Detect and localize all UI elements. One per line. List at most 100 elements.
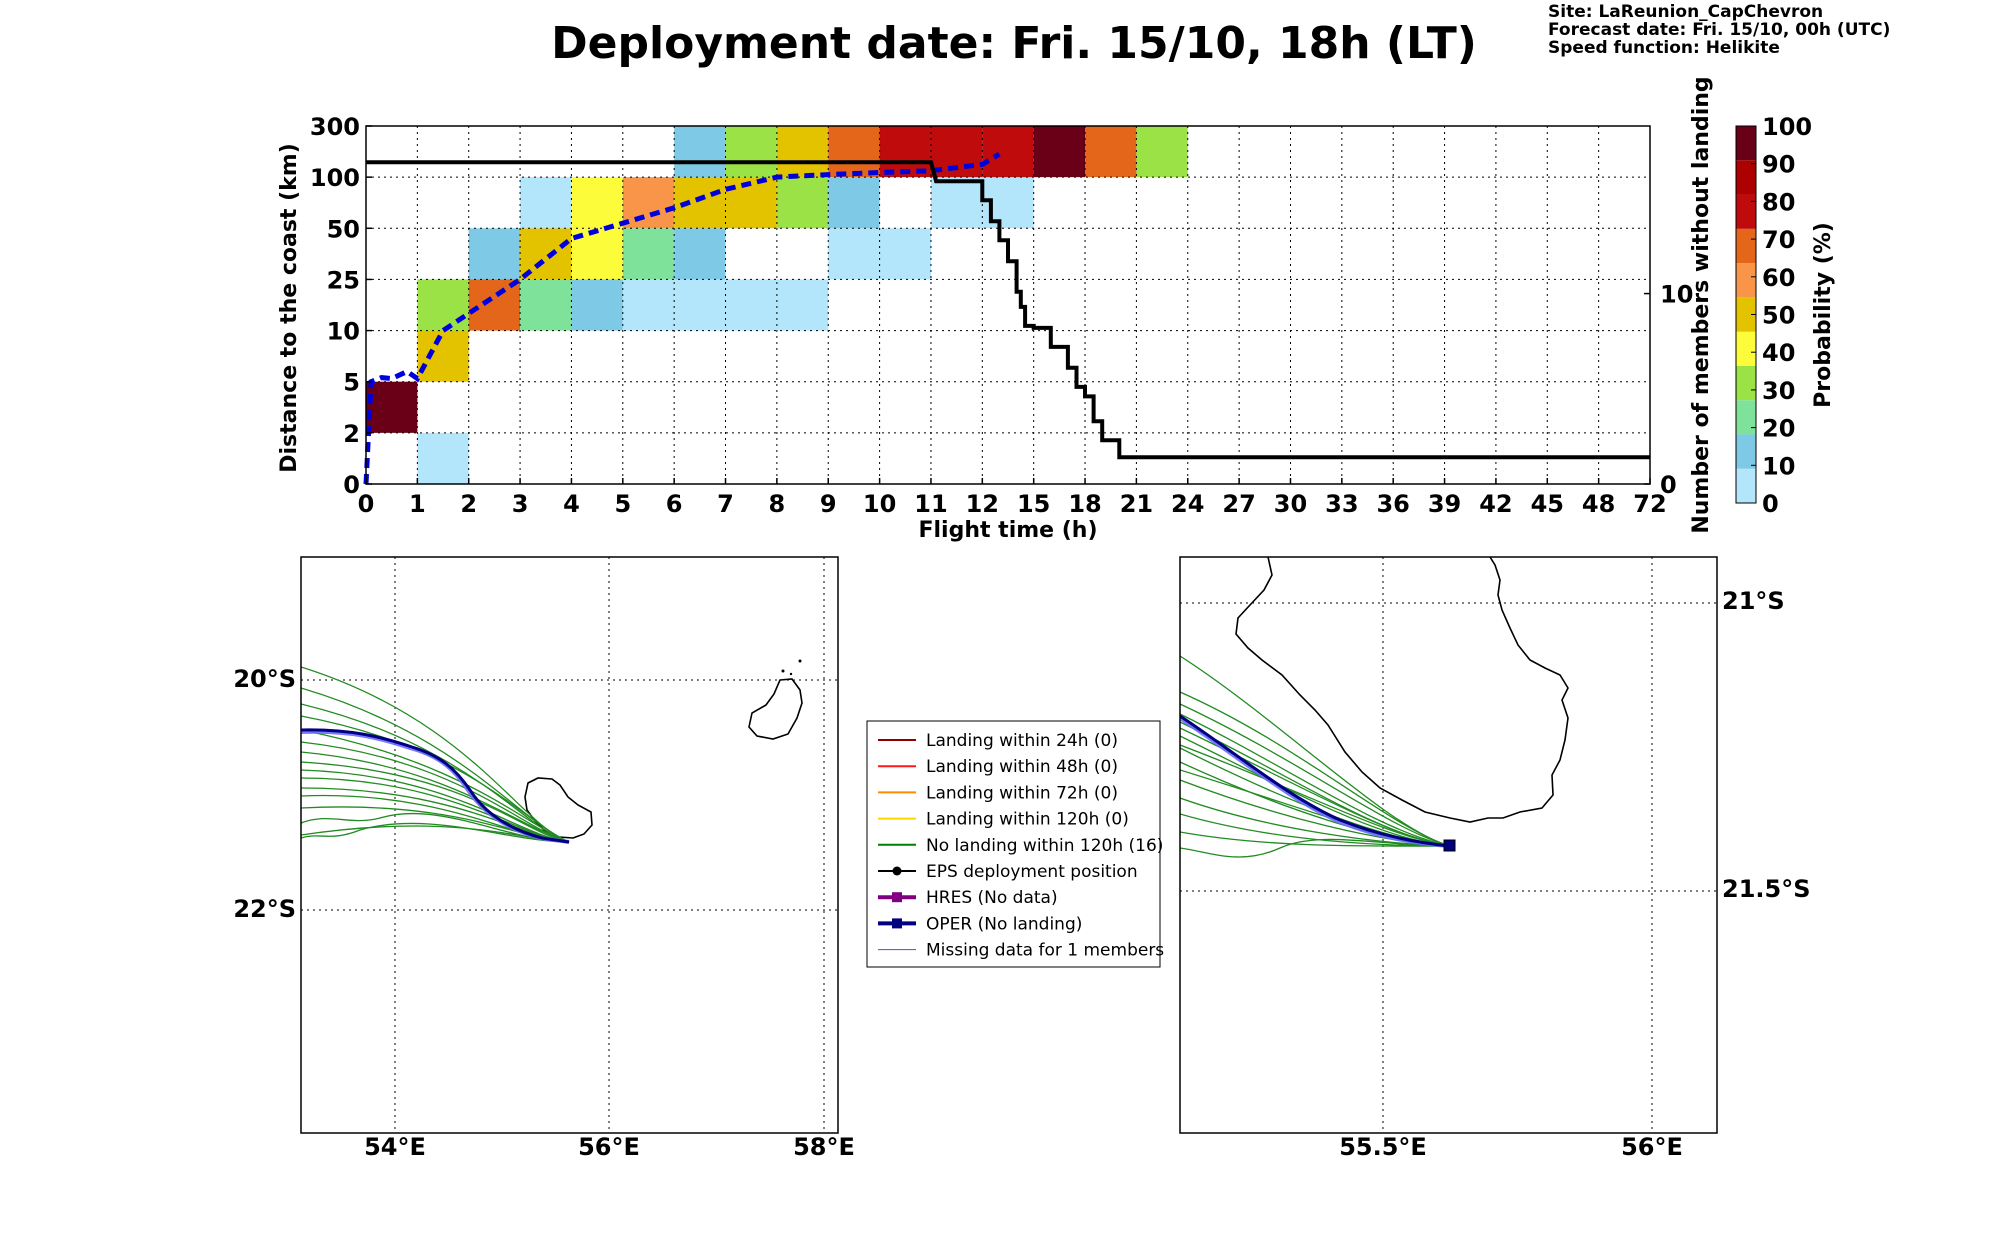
colorbar-tick-label: 50 — [1762, 302, 1795, 330]
zoom-member-trajectories — [1180, 655, 1451, 858]
heatmap-cell — [982, 126, 1034, 178]
trajectory-line — [1180, 703, 1451, 847]
site-info: Site: LaReunion_CapChevron — [1548, 2, 1823, 22]
zoom-oper-trajectory — [1180, 714, 1451, 848]
map-zoom: 55.5°E 56°E 21°S 21.5°S — [1179, 556, 1811, 1161]
map-lon-label: 54°E — [364, 1133, 426, 1161]
colorbar-tick-label: 90 — [1762, 151, 1795, 179]
colorbar-tick-label: 0 — [1762, 490, 1779, 518]
legend-label: Landing within 72h (0) — [926, 783, 1118, 803]
heatmap-y2-ticks: 0 10 — [1644, 281, 1693, 499]
colorbar-tick-label: 70 — [1762, 226, 1795, 254]
y-axis-label: Distance to the coast (km) — [277, 143, 302, 473]
x-tick-label: 2 — [460, 490, 477, 518]
colorbar-swatch — [1736, 468, 1756, 503]
heatmap-cell — [828, 177, 880, 229]
x-tick-label: 4 — [563, 490, 580, 518]
x-tick-label: 45 — [1531, 490, 1564, 518]
x-tick-label: 72 — [1633, 490, 1666, 518]
colorbar-tick-label: 10 — [1762, 452, 1795, 480]
colorbar-swatches — [1736, 126, 1756, 503]
y-tick-label: 50 — [327, 215, 360, 243]
legend-entry: EPS deployment position — [878, 862, 1138, 882]
heatmap-cell — [571, 279, 623, 331]
colorbar-swatch — [1736, 331, 1756, 366]
y2-tick-label: 0 — [1660, 471, 1677, 499]
heatmap-cells — [366, 126, 1188, 484]
trajectory-line — [1180, 831, 1451, 847]
map-overview: 54°E 56°E 58°E 20°S 22°S — [233, 556, 855, 1161]
speed-info: Speed function: Helikite — [1548, 38, 1780, 58]
colorbar-tick-label: 30 — [1762, 377, 1795, 405]
x-tick-label: 12 — [966, 490, 999, 518]
islet-dot — [789, 672, 793, 676]
colorbar-tick-label: 80 — [1762, 188, 1795, 216]
y2-axis-label: Number of members without landing — [1689, 76, 1714, 533]
legend: Landing within 24h (0) Landing within 48h… — [866, 720, 1164, 968]
x-tick-label: 10 — [863, 490, 896, 518]
heatmap-cell — [776, 126, 829, 178]
legend-marker — [892, 918, 902, 929]
x-tick-label: 8 — [769, 490, 786, 518]
colorbar: 0 10 20 30 40 50 60 70 80 90 100 Probability (%) — [1735, 113, 1836, 518]
y-tick-label: 25 — [327, 266, 360, 294]
colorbar-swatch — [1736, 365, 1756, 401]
heatmap-cell — [366, 381, 418, 433]
x-tick-label: 36 — [1376, 490, 1409, 518]
x-tick-label: 27 — [1222, 490, 1255, 518]
colorbar-swatch — [1736, 160, 1756, 195]
legend-label: EPS deployment position — [926, 862, 1138, 882]
legend-entry: Landing within 72h (0) — [878, 783, 1118, 803]
heatmap-cell — [776, 177, 829, 229]
heatmap-cell — [674, 126, 726, 178]
y-tick-label: 100 — [310, 164, 360, 192]
heatmap-cell — [828, 126, 880, 178]
map-zoom-frame — [1179, 556, 1718, 1134]
legend-marker — [892, 892, 902, 903]
map-overview-frame — [300, 556, 839, 1134]
legend-label: Missing data for 1 members — [926, 941, 1164, 961]
heatmap-cell — [674, 279, 726, 331]
heatmap-cell — [828, 228, 880, 280]
legend-label: HRES (No data) — [926, 888, 1058, 908]
legend-entry: HRES (No data) — [878, 888, 1058, 908]
heatmap-cell — [571, 177, 623, 229]
trajectory-line — [1180, 744, 1451, 847]
x-tick-label: 9 — [820, 490, 837, 518]
heatmap-cell — [622, 279, 675, 331]
zoom-lon-label: 56°E — [1621, 1133, 1683, 1161]
x-tick-label: 6 — [666, 490, 683, 518]
colorbar-tick-label: 60 — [1762, 264, 1795, 292]
x-tick-label: 24 — [1171, 490, 1204, 518]
x-tick-label: 15 — [1017, 490, 1050, 518]
trajectory-line — [301, 715, 570, 843]
colorbar-ticks: 0 10 20 30 40 50 60 70 80 90 100 — [1751, 113, 1812, 518]
member-trajectories — [301, 666, 570, 843]
heatmap-cell — [879, 228, 931, 280]
x-axis-label: Flight time (h) — [918, 518, 1097, 543]
map-lat-label: 20°S — [233, 665, 296, 693]
y-tick-label: 0 — [343, 471, 360, 499]
legend-label: No landing within 120h (16) — [926, 836, 1163, 856]
heatmap-panel: 0 1 2 3 4 5 6 7 8 9 10 11 12 15 18 21 24 27 30 33 36 39 42 45 48… — [277, 76, 1714, 543]
x-tick-label: 3 — [512, 490, 529, 518]
x-tick-label: 42 — [1479, 490, 1512, 518]
legend-label: OPER (No landing) — [926, 914, 1082, 934]
x-tick-label: 21 — [1120, 490, 1153, 518]
figure-title: Deployment date: Fri. 15/10, 18h (LT) — [551, 18, 1477, 69]
heatmap-cell — [930, 177, 983, 229]
heatmap-cell — [417, 330, 469, 382]
trajectory-line — [1180, 747, 1451, 847]
x-tick-label: 30 — [1274, 490, 1307, 518]
legend-items: Landing within 24h (0) Landing within 48h… — [878, 731, 1164, 961]
heatmap-cell — [1136, 126, 1188, 178]
x-tick-label: 1 — [409, 490, 426, 518]
trajectory-line — [301, 729, 570, 843]
legend-label: Landing within 48h (0) — [926, 757, 1118, 777]
members-without-landing-line — [366, 160, 1650, 460]
heatmap-cell — [1033, 126, 1086, 178]
deployment-marker — [1443, 839, 1456, 852]
heatmap-cell — [1085, 126, 1137, 178]
colorbar-label: Probability (%) — [1811, 222, 1836, 408]
